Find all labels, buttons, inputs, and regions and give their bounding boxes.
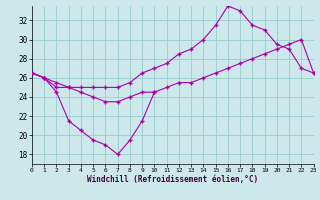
- X-axis label: Windchill (Refroidissement éolien,°C): Windchill (Refroidissement éolien,°C): [87, 175, 258, 184]
